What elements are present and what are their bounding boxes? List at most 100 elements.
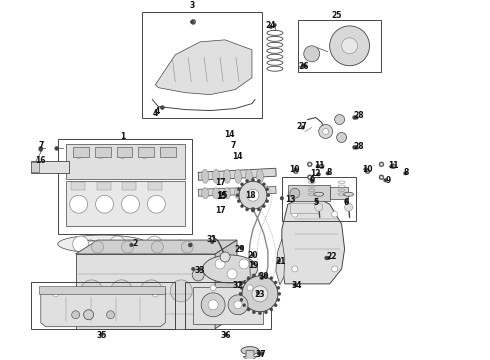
Circle shape xyxy=(262,204,266,208)
Circle shape xyxy=(53,291,59,297)
Circle shape xyxy=(307,162,312,167)
Circle shape xyxy=(265,274,268,277)
Circle shape xyxy=(234,301,242,309)
Circle shape xyxy=(147,236,162,252)
Circle shape xyxy=(258,312,262,315)
Circle shape xyxy=(270,308,273,311)
Circle shape xyxy=(292,266,298,272)
Circle shape xyxy=(192,269,204,281)
Text: 6: 6 xyxy=(344,198,349,207)
Text: 17: 17 xyxy=(215,178,225,187)
Circle shape xyxy=(262,183,266,186)
Circle shape xyxy=(201,293,225,317)
Text: 28: 28 xyxy=(353,111,364,120)
Circle shape xyxy=(122,195,140,213)
Circle shape xyxy=(301,64,305,68)
Circle shape xyxy=(239,292,242,295)
Circle shape xyxy=(122,241,137,257)
Circle shape xyxy=(247,189,259,201)
Circle shape xyxy=(277,298,280,301)
Circle shape xyxy=(260,276,264,280)
Bar xyxy=(31,162,39,172)
Ellipse shape xyxy=(202,188,209,199)
Bar xyxy=(66,181,185,226)
Circle shape xyxy=(293,283,296,287)
Circle shape xyxy=(251,209,254,212)
Circle shape xyxy=(239,259,249,269)
Circle shape xyxy=(266,188,269,191)
Circle shape xyxy=(227,269,237,279)
Bar xyxy=(71,182,85,190)
Circle shape xyxy=(97,150,104,158)
Text: 26: 26 xyxy=(298,62,309,71)
Circle shape xyxy=(70,195,88,213)
Bar xyxy=(288,185,330,201)
Circle shape xyxy=(277,259,281,263)
Text: 34: 34 xyxy=(292,282,302,291)
Bar xyxy=(198,168,276,180)
Circle shape xyxy=(72,311,80,319)
Circle shape xyxy=(81,280,102,302)
Circle shape xyxy=(304,46,319,62)
Text: 32: 32 xyxy=(233,282,243,291)
Circle shape xyxy=(310,179,314,182)
Circle shape xyxy=(119,150,126,158)
Circle shape xyxy=(309,176,311,178)
Text: 37: 37 xyxy=(256,350,266,359)
Circle shape xyxy=(280,197,284,200)
Text: 22: 22 xyxy=(326,252,337,261)
Circle shape xyxy=(274,281,277,284)
Circle shape xyxy=(267,194,270,197)
Circle shape xyxy=(404,171,407,175)
Text: 9: 9 xyxy=(386,176,391,185)
Circle shape xyxy=(152,291,158,297)
Ellipse shape xyxy=(343,192,354,196)
Circle shape xyxy=(228,295,248,315)
Bar xyxy=(73,147,89,157)
Circle shape xyxy=(130,243,133,247)
Ellipse shape xyxy=(256,188,264,199)
Circle shape xyxy=(315,203,323,211)
Circle shape xyxy=(84,310,94,320)
Circle shape xyxy=(247,285,253,291)
Text: 14: 14 xyxy=(224,130,234,139)
Circle shape xyxy=(239,282,243,286)
Circle shape xyxy=(210,240,214,244)
Text: 3: 3 xyxy=(190,1,195,10)
Bar xyxy=(148,182,162,190)
Circle shape xyxy=(96,195,114,213)
Circle shape xyxy=(337,132,346,143)
Circle shape xyxy=(332,211,338,217)
Text: 36: 36 xyxy=(221,331,231,340)
Text: 5: 5 xyxy=(313,198,318,207)
Bar xyxy=(75,254,215,329)
Bar xyxy=(290,203,318,213)
Circle shape xyxy=(326,171,329,175)
Circle shape xyxy=(273,23,276,26)
Ellipse shape xyxy=(245,188,252,199)
Bar xyxy=(282,177,356,221)
Circle shape xyxy=(380,163,383,165)
Circle shape xyxy=(122,241,133,253)
Circle shape xyxy=(247,276,250,280)
Circle shape xyxy=(92,241,103,253)
Circle shape xyxy=(277,286,280,289)
Circle shape xyxy=(208,300,218,310)
Circle shape xyxy=(319,164,324,169)
Bar xyxy=(122,182,136,190)
Text: 13: 13 xyxy=(286,195,296,204)
Circle shape xyxy=(353,145,357,149)
Circle shape xyxy=(237,200,240,203)
Circle shape xyxy=(252,311,255,314)
Circle shape xyxy=(100,333,103,337)
Polygon shape xyxy=(276,239,285,285)
Circle shape xyxy=(323,129,329,135)
Circle shape xyxy=(239,181,267,209)
Circle shape xyxy=(317,172,320,176)
Bar xyxy=(138,147,154,157)
Bar xyxy=(185,282,271,329)
Ellipse shape xyxy=(256,169,264,183)
Bar xyxy=(66,144,185,179)
Text: 19: 19 xyxy=(248,261,258,270)
Circle shape xyxy=(192,267,195,271)
